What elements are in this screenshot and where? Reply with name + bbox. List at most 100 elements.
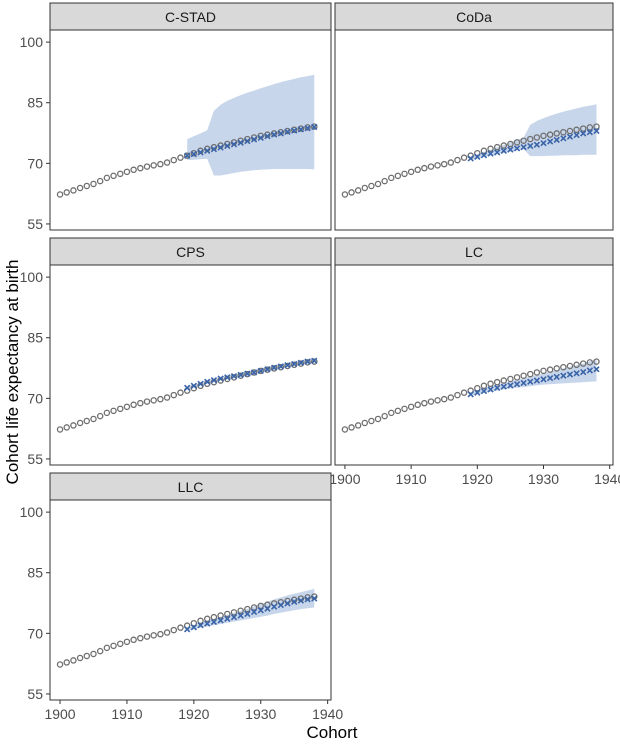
x-tick-label: 1920 — [462, 471, 493, 487]
forecast-point — [270, 131, 278, 138]
prediction-interval-band — [187, 588, 315, 631]
observed-point — [447, 159, 455, 166]
forecast-point — [224, 374, 231, 381]
observed-point — [586, 124, 594, 131]
forecast-point — [593, 127, 600, 135]
forecast-point — [210, 146, 218, 153]
x-tick-label: 1930 — [528, 471, 559, 487]
panel-title: CoDa — [456, 9, 492, 25]
forecast-point — [513, 145, 521, 152]
y-tick-label: 100 — [20, 34, 44, 50]
forecast-point — [217, 144, 224, 151]
observed-point — [237, 607, 244, 614]
observed-point — [137, 634, 144, 642]
observed-point — [157, 160, 164, 168]
x-tick-label: 1940 — [312, 706, 343, 722]
observed-point — [277, 363, 285, 371]
forecast-point — [546, 138, 554, 145]
observed-point — [427, 398, 435, 405]
observed-point — [546, 131, 554, 138]
observed-point — [388, 409, 395, 417]
observed-point — [177, 154, 184, 161]
observed-point — [579, 360, 587, 367]
forecast-point — [527, 378, 534, 385]
observed-point — [474, 384, 481, 392]
observed-point — [546, 366, 554, 373]
observed-point — [527, 370, 534, 378]
forecast-point — [500, 147, 507, 154]
observed-point — [540, 367, 547, 375]
panel-c-stad: C-STAD 55 70 85 100 — [20, 2, 332, 232]
observed-point — [117, 405, 124, 413]
y-tick-label: 100 — [20, 269, 44, 285]
observed-point — [407, 403, 415, 411]
observed-point — [533, 369, 541, 376]
panel-lc: LC 1900 1910 1920 1930 1940 — [329, 237, 620, 487]
y-axis-label: Cohort life expectancy at birth — [3, 260, 22, 485]
observed-point — [83, 652, 91, 660]
forecast-point — [264, 366, 271, 373]
observed-point — [381, 412, 388, 420]
observed-point — [290, 361, 298, 369]
observed-point — [284, 127, 291, 135]
observed-point — [394, 407, 402, 415]
observed-point — [90, 650, 97, 658]
observed-point — [264, 601, 271, 608]
observed-point — [553, 365, 560, 372]
observed-point — [553, 130, 560, 137]
panel-title: LLC — [178, 479, 204, 495]
forecast-point — [210, 376, 218, 384]
forecast-point — [540, 376, 547, 383]
observed-point — [560, 128, 567, 136]
forecast-point — [210, 618, 218, 626]
observed-point — [76, 654, 84, 662]
observed-point — [76, 184, 84, 192]
observed-point — [290, 126, 298, 134]
observed-point — [103, 644, 111, 652]
forecast-point — [250, 608, 258, 616]
forecast-point — [520, 379, 527, 387]
y-tick-label: 70 — [27, 155, 43, 171]
observed-point — [354, 187, 362, 194]
observed-point — [414, 401, 421, 409]
observed-point — [447, 394, 455, 401]
panel-coda: CoDa — [334, 2, 614, 231]
forecast-point — [197, 380, 204, 387]
forecast-point — [230, 372, 238, 380]
observed-point — [401, 170, 408, 178]
forecast-point — [230, 141, 238, 148]
forecast-point — [546, 374, 554, 382]
observed-point — [150, 632, 157, 639]
observed-point — [177, 624, 184, 631]
forecast-point — [304, 125, 311, 132]
observed-point — [480, 147, 488, 155]
forecast-point — [190, 624, 198, 631]
observed-point — [361, 184, 369, 192]
observed-point — [143, 633, 151, 640]
observed-point — [183, 152, 191, 159]
observed-point — [83, 417, 91, 425]
observed-point — [190, 619, 198, 627]
panel-strip — [49, 2, 332, 31]
forecast-point — [553, 136, 560, 144]
observed-point — [493, 378, 501, 386]
observed-point — [414, 166, 421, 174]
observed-point — [70, 422, 77, 429]
observed-point — [217, 612, 224, 619]
observed-point — [177, 389, 184, 396]
forecast-point — [520, 144, 527, 151]
forecast-point — [467, 155, 474, 162]
forecast-point — [500, 383, 507, 390]
forecast-point — [297, 597, 305, 604]
observed-point — [210, 613, 218, 621]
observed-point — [460, 154, 468, 161]
observed-point — [70, 187, 77, 194]
observed-point — [123, 403, 131, 411]
observed-point — [500, 377, 508, 384]
observed-point — [96, 177, 104, 185]
forecast-point — [311, 595, 318, 602]
observed-point — [230, 609, 238, 616]
observed-point — [103, 409, 111, 417]
observed-point — [527, 135, 534, 143]
observed-point — [150, 162, 157, 169]
